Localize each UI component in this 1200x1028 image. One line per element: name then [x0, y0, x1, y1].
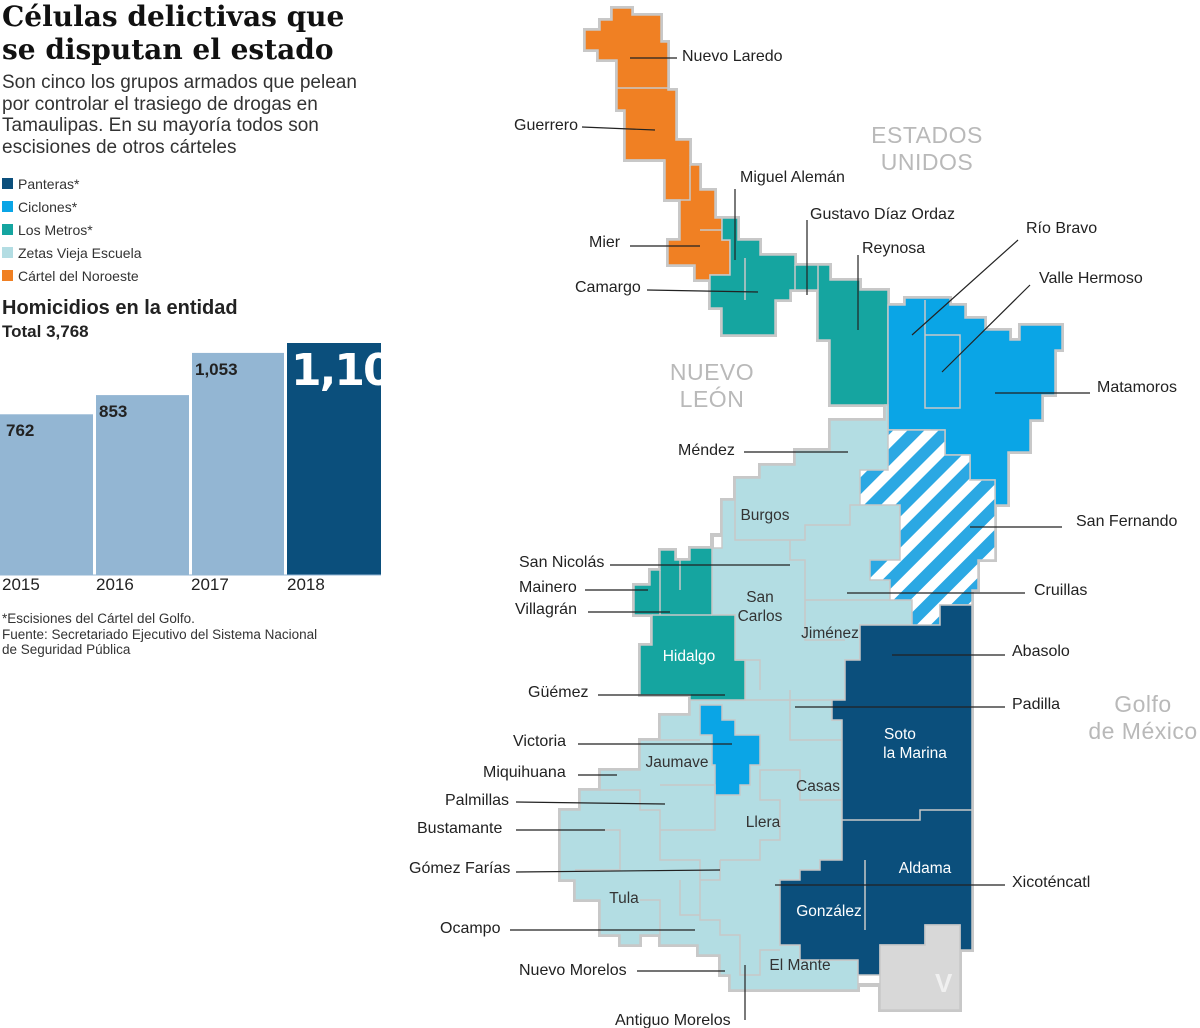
- label-el-mante: El Mante: [769, 957, 830, 974]
- municipal-border: [652, 560, 712, 616]
- label-aldama: Aldama: [899, 860, 952, 877]
- label-rio-bravo: Río Bravo: [1026, 220, 1097, 237]
- infographic-subtitle: Son cinco los grupos armados que pelean …: [2, 72, 357, 158]
- label-reynosa: Reynosa: [862, 240, 925, 257]
- legend-swatch: [2, 178, 13, 189]
- homicides-bar-chart: [0, 343, 381, 576]
- label-guemez: Güémez: [528, 684, 588, 701]
- label-ocampo: Ocampo: [440, 920, 501, 937]
- label-mainero: Mainero: [519, 579, 577, 596]
- year-label-2017: 2017: [191, 575, 229, 594]
- label-mier: Mier: [589, 234, 621, 251]
- region-label-nuevo-leon: NUEVO LEÓN: [670, 359, 754, 412]
- year-label-2016: 2016: [96, 575, 134, 594]
- year-label-2018: 2018: [287, 575, 325, 594]
- homicides-title: Homicidios en la entidad: [2, 297, 238, 319]
- label-gonzalez: González: [796, 903, 861, 920]
- region-noroeste: [584, 7, 731, 281]
- label-nuevo-laredo: Nuevo Laredo: [682, 48, 783, 65]
- legend-swatch: [2, 270, 13, 281]
- region-san-fernando-shared: [859, 429, 996, 631]
- legend-item-panteras: Panteras*: [2, 172, 141, 195]
- region-panteras: [779, 604, 973, 976]
- infographic-title: Células delictivas que se disputan el es…: [2, 0, 345, 66]
- label-san-fernando: San Fernando: [1076, 513, 1178, 530]
- legend-swatch: [2, 247, 13, 258]
- region-label-estados-unidos: ESTADOS UNIDOS: [871, 122, 983, 175]
- bar-2015: [0, 414, 93, 575]
- state-outline: [558, 6, 1064, 1012]
- municipal-border: [924, 300, 961, 409]
- legend-swatch: [2, 224, 13, 235]
- homicides-total: Total 3,768: [2, 322, 89, 341]
- municipal-border: [617, 87, 730, 231]
- label-abasolo: Abasolo: [1012, 643, 1070, 660]
- label-soto-la-marina-1: Soto: [884, 726, 916, 743]
- value-label-2015: 762: [6, 421, 35, 441]
- label-gustavo-diaz-ordaz: Gustavo Díaz Ordaz: [810, 206, 955, 223]
- legend-item-zetas: Zetas Vieja Escuela: [2, 241, 141, 264]
- label-san-nicolas: San Nicolás: [519, 554, 604, 571]
- label-jaumave: Jaumave: [646, 754, 709, 771]
- label-san-carlos-1: San: [746, 589, 774, 606]
- label-gomez-farias: Gómez Farías: [409, 860, 510, 877]
- label-cruillas: Cruillas: [1034, 582, 1087, 599]
- bar-2016: [96, 395, 189, 575]
- label-matamoros: Matamoros: [1097, 379, 1177, 396]
- legend-item-noroeste: Cártel del Noroeste: [2, 264, 141, 287]
- label-palmillas: Palmillas: [445, 792, 509, 809]
- legend-swatch: [2, 201, 13, 212]
- label-padilla: Padilla: [1012, 696, 1060, 713]
- value-label-2018: 1,100: [291, 345, 422, 396]
- legend-label: Cártel del Noroeste: [18, 267, 139, 284]
- legend-item-ciclones: Ciclones*: [2, 195, 141, 218]
- value-label-2016: 853: [99, 402, 128, 422]
- region-label-golfo: Golfo de México: [1088, 691, 1197, 744]
- legend-label: Panteras*: [18, 175, 80, 192]
- label-xicotencatl: Xicoténcatl: [1012, 874, 1090, 891]
- bar-2017: [192, 352, 284, 575]
- legend: Panteras* Ciclones* Los Metros* Zetas Vi…: [2, 172, 141, 287]
- year-label-2015: 2015: [2, 575, 40, 594]
- region-metros-west: [633, 547, 746, 701]
- footnotes-source: *Escisiones del Cártel del Golfo. Fuente…: [2, 611, 318, 657]
- label-miquihuana: Miquihuana: [483, 764, 566, 781]
- label-miguel-aleman: Miguel Alemán: [740, 169, 845, 186]
- label-llera: Llera: [746, 814, 781, 831]
- label-antiguo-morelos: Antiguo Morelos: [615, 1012, 731, 1028]
- legend-label: Los Metros*: [18, 221, 93, 238]
- label-villagran: Villagrán: [515, 601, 577, 618]
- label-guerrero: Guerrero: [514, 117, 578, 134]
- municipal-border: [842, 809, 972, 930]
- watermark: V: [935, 968, 953, 998]
- label-tula: Tula: [609, 890, 639, 907]
- label-casas: Casas: [796, 778, 840, 795]
- region-ciclones: [887, 297, 1063, 506]
- bar-2018: [287, 343, 381, 575]
- label-camargo: Camargo: [575, 279, 641, 296]
- region-unassigned: [879, 924, 961, 1011]
- label-mendez: Méndez: [678, 442, 735, 459]
- leader-lines: [510, 57, 1090, 1020]
- legend-item-los-metros: Los Metros*: [2, 218, 141, 241]
- region-victoria-ciclones: [699, 704, 761, 796]
- label-nuevo-morelos: Nuevo Morelos: [519, 962, 627, 979]
- legend-label: Zetas Vieja Escuela: [18, 244, 142, 261]
- municipal-border: [744, 258, 819, 300]
- region-metros-north: [709, 217, 889, 406]
- label-victoria: Victoria: [513, 733, 566, 750]
- label-san-carlos-2: Carlos: [738, 608, 783, 625]
- label-soto-la-marina-2: la Marina: [883, 745, 947, 762]
- label-jimenez: Jiménez: [801, 625, 859, 642]
- label-hidalgo: Hidalgo: [663, 648, 716, 665]
- legend-label: Ciclones*: [18, 198, 78, 215]
- label-valle-hermoso: Valle Hermoso: [1039, 270, 1143, 287]
- label-bustamante: Bustamante: [417, 820, 502, 837]
- value-label-2017: 1,053: [195, 359, 238, 379]
- municipal-border: [575, 478, 890, 976]
- region-zetas: [559, 404, 931, 991]
- label-burgos: Burgos: [740, 507, 789, 524]
